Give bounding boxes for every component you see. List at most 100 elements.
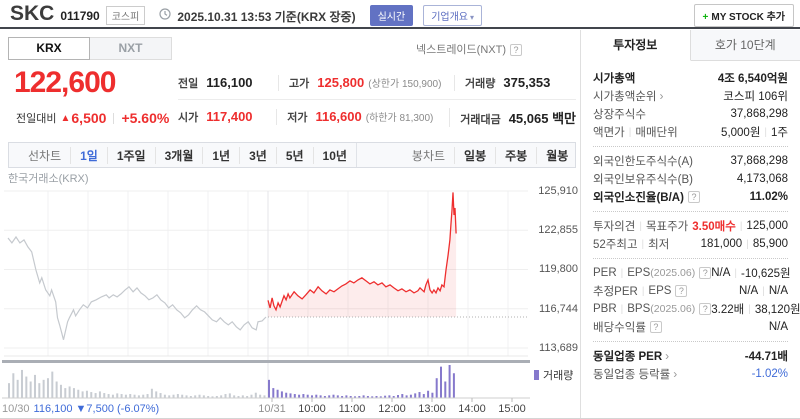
summary-cell: 저가 116,600 (하한가 81,300) xyxy=(276,109,449,125)
period-item[interactable]: 주봉 xyxy=(495,146,536,164)
candle-chart-periods: 봉차트 일봉 주봉 월봉 xyxy=(355,143,591,167)
summary-cell: 거래대금 45,065 백만 xyxy=(449,107,576,127)
info-label: 시가총액순위 › xyxy=(593,88,663,104)
label-text: 목표주가 xyxy=(645,221,689,233)
period-item[interactable]: 1주일 xyxy=(106,146,155,164)
value-text: 37,868,298 xyxy=(730,155,788,167)
info-label: 상장주식수 xyxy=(593,106,646,122)
info-value: N/A | -10,625원 xyxy=(711,265,790,281)
info-label: 외국인한도주식수(A) xyxy=(593,153,693,169)
info-label: 동일업종 PER › xyxy=(593,348,669,364)
period-item[interactable]: 일봉 xyxy=(454,146,495,164)
label-text: PBR xyxy=(593,303,617,315)
investment-info-rows: 시가총액 4조 6,540억원 시가총액순위 › 코스피 106위 상장주식수 37,868… xyxy=(581,61,800,383)
label-text: 52주최고 xyxy=(593,239,638,251)
info-label: 외국인소진율(B/A)? xyxy=(593,189,700,205)
volume-legend: 거래량 xyxy=(534,367,573,383)
info-row: 52주최고 | 최저 181,000 | 85,900 xyxy=(593,235,788,253)
stock-symbol: SKC xyxy=(10,2,55,25)
sidebar-tabs: 투자정보 호가 10단계 xyxy=(581,30,800,61)
info-value: N/A | N/A xyxy=(739,285,788,297)
dotted-divider xyxy=(593,211,788,212)
info-value: 4조 6,540억원 xyxy=(718,70,788,86)
info-row: 액면가 | 매매단위 5,000원 | 1주 xyxy=(593,123,788,141)
period-item[interactable]: 1년 xyxy=(202,146,239,164)
chevron-right-icon[interactable]: › xyxy=(665,349,670,363)
current-price: 122,600 xyxy=(14,66,116,99)
info-row: 동일업종 등락률 › -1.02% xyxy=(593,365,788,383)
value-text: 38,120원 xyxy=(754,304,800,316)
period-item[interactable]: 3개월 xyxy=(154,146,203,164)
y-axis-label: 125,910 xyxy=(538,185,578,197)
summary-cell: 전일 116,100 xyxy=(178,75,278,91)
summary-value: 45,065 백만 xyxy=(508,110,576,126)
company-overview-button[interactable]: 기업개요 ▾ xyxy=(423,5,483,26)
value-text: 5,000원 xyxy=(721,127,761,139)
info-label: 배당수익률? xyxy=(593,319,662,335)
add-mystock-button[interactable]: + MY STOCK 추가 xyxy=(693,4,794,27)
period-item[interactable]: 5년 xyxy=(275,146,313,164)
value-separator: | xyxy=(739,220,743,232)
period-item[interactable]: 10년 xyxy=(312,146,356,164)
info-row: 외국인보유주식수(B) 4,173,068 xyxy=(593,170,788,188)
help-icon[interactable]: ? xyxy=(687,191,700,203)
tab-investment-info[interactable]: 투자정보 xyxy=(581,30,691,61)
value-text: 4조 6,540억원 xyxy=(717,73,788,85)
info-row: 상장주식수 37,868,298 xyxy=(593,105,788,123)
summary-value: 116,600 xyxy=(315,109,362,124)
info-label: 외국인보유주식수(B) xyxy=(593,171,693,187)
help-icon[interactable]: ? xyxy=(699,303,712,315)
dotted-divider xyxy=(593,258,788,259)
info-label: 액면가 | 매매단위 xyxy=(593,124,678,140)
summary-label: 전일 xyxy=(178,77,199,90)
chart-source-label: 한국거래소(KRX) xyxy=(8,173,89,185)
info-row: 시가총액 4조 6,540억원 xyxy=(593,69,788,87)
value-text: 125,000 xyxy=(746,220,788,232)
y-axis-label: 116,744 xyxy=(539,302,578,315)
help-icon[interactable]: ? xyxy=(510,44,522,56)
line-chart-periods: 선차트 1일 1주일 3개월 1년 3년 5년 10년 xyxy=(9,143,356,167)
value-text: -10,625원 xyxy=(741,268,791,280)
chevron-right-icon[interactable]: › xyxy=(659,89,664,103)
info-value: 코스피 106위 xyxy=(723,88,788,104)
info-value: 37,868,298 xyxy=(730,155,788,167)
change-value: 6,500 xyxy=(71,110,107,126)
chevron-right-icon[interactable]: › xyxy=(673,367,678,381)
value-separator: | xyxy=(764,126,768,138)
summary-value: 116,100 xyxy=(206,74,253,90)
label-text: 시가총액 xyxy=(593,73,636,85)
stock-code: 011790 xyxy=(60,9,100,23)
price-chart[interactable]: 한국거래소(KRX) 125,910 122,855 119,800 116,744 1… xyxy=(0,170,580,419)
info-value: 11.02% xyxy=(750,191,788,203)
tab-nxt[interactable]: NXT xyxy=(90,37,172,60)
info-row: 외국인소진율(B/A)? 11.02% xyxy=(593,188,788,206)
label-text: EPS xyxy=(627,267,651,279)
prev-day-summary: 10/30 116,100 ▼7,500 (-6.07%) xyxy=(2,403,160,415)
x-axis-label: 13:00 xyxy=(418,403,446,415)
label-separator: | xyxy=(620,267,624,279)
value-text: 85,900 xyxy=(752,238,788,250)
help-icon[interactable]: ? xyxy=(675,285,688,297)
label-text: 액면가 xyxy=(593,127,625,139)
value-separator: | xyxy=(734,267,738,279)
value-text: N/A xyxy=(711,267,731,279)
chart-canvas[interactable] xyxy=(0,170,580,419)
label-text: 투자의견 xyxy=(593,221,636,233)
volume-swatch-icon xyxy=(534,370,539,380)
info-label: 투자의견 | 목표주가 xyxy=(593,218,688,234)
help-icon[interactable]: ? xyxy=(699,267,712,279)
help-icon[interactable]: ? xyxy=(649,321,662,333)
realtime-button[interactable]: 실시간 xyxy=(369,5,414,26)
tab-orderbook-10[interactable]: 호가 10단계 xyxy=(690,30,800,60)
tab-krx[interactable]: KRX xyxy=(8,37,90,60)
period-item[interactable]: 월봉 xyxy=(536,146,577,164)
info-row: PER | EPS (2025.06)? N/A | -10,625원 xyxy=(593,264,791,282)
period-item: 봉차트 xyxy=(411,148,446,163)
label-separator: | xyxy=(620,303,624,315)
period-item[interactable]: 3년 xyxy=(239,146,276,164)
info-value: 3.50매수 | 125,000 xyxy=(692,218,788,234)
info-label: 동일업종 등락률 › xyxy=(593,366,677,382)
period-item[interactable]: 1일 xyxy=(70,146,107,164)
value-text: -44.71배 xyxy=(744,351,788,363)
dotted-divider xyxy=(593,341,788,342)
